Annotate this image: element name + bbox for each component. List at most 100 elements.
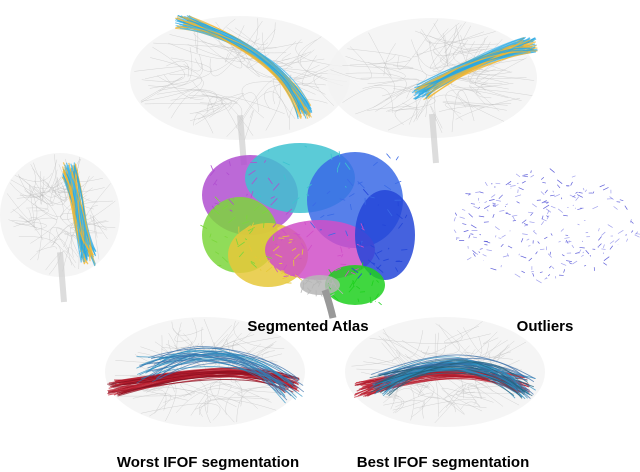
fiber: [443, 325, 491, 343]
fiber: [602, 252, 605, 255]
fiber: [495, 199, 501, 202]
fiber: [318, 280, 322, 287]
fiber: [57, 169, 105, 194]
fiber: [577, 208, 583, 210]
fiber: [329, 282, 336, 285]
fiber: [394, 108, 421, 125]
fiber: [396, 213, 403, 220]
fiber: [521, 180, 526, 184]
fiber: [432, 62, 506, 73]
fiber: [238, 251, 245, 258]
fiber: [360, 223, 364, 229]
fiber: [71, 171, 94, 256]
fiber: [73, 165, 86, 254]
fiber: [419, 28, 432, 45]
fiber: [515, 173, 521, 178]
fiber: [32, 182, 50, 189]
fiber: [603, 244, 605, 248]
fiber: [359, 241, 362, 247]
fiber: [631, 230, 634, 233]
fiber: [470, 203, 475, 205]
fiber: [486, 209, 489, 212]
fiber: [468, 213, 473, 218]
fiber: [531, 271, 534, 273]
fiber: [470, 233, 474, 235]
fiber: [12, 208, 38, 229]
fiber: [328, 280, 331, 285]
fiber: [349, 280, 355, 288]
fiber: [275, 253, 283, 258]
fiber: [369, 196, 375, 199]
fiber: [351, 349, 401, 367]
fiber: [270, 198, 278, 206]
fiber: [215, 251, 220, 255]
brain-silhouette: [0, 153, 120, 303]
caption: Outliers: [517, 318, 574, 335]
fiber: [439, 403, 456, 414]
fiber: [433, 23, 485, 54]
fiber: [246, 193, 248, 196]
fiber: [357, 298, 360, 302]
figure-panels: [0, 14, 640, 427]
fiber: [306, 230, 314, 238]
fiber: [575, 252, 580, 254]
fiber: [634, 234, 640, 238]
fiber: [603, 256, 610, 261]
fiber: [375, 357, 525, 389]
fiber: [575, 191, 578, 194]
fiber: [599, 184, 605, 188]
fiber: [107, 370, 294, 395]
fiber: [249, 228, 254, 235]
fiber: [218, 18, 287, 54]
fiber: [290, 274, 298, 276]
fiber: [9, 182, 54, 198]
fiber: [327, 213, 335, 216]
fiber: [603, 262, 608, 266]
fiber: [505, 203, 509, 206]
fiber: [235, 78, 281, 129]
fiber: [210, 165, 214, 172]
fiber: [73, 166, 83, 258]
fiber: [539, 271, 543, 274]
fiber: [237, 382, 283, 398]
fiber: [581, 254, 584, 257]
fiber: [438, 103, 512, 112]
fiber: [372, 391, 400, 398]
fiber: [341, 253, 344, 258]
fiber: [384, 184, 392, 191]
fiber: [304, 221, 307, 226]
fiber: [617, 229, 624, 234]
fiber: [280, 269, 289, 277]
fiber: [273, 266, 279, 273]
fiber: [361, 228, 365, 231]
fiber: [466, 257, 472, 261]
fiber: [378, 301, 382, 306]
fiber: [228, 161, 231, 167]
fiber: [149, 57, 212, 89]
fiber: [285, 208, 293, 215]
fiber: [429, 35, 486, 51]
fiber: [139, 353, 286, 382]
fiber: [347, 238, 352, 241]
fiber: [140, 76, 183, 103]
fiber: [220, 334, 255, 349]
fiber: [423, 51, 523, 90]
fiber: [199, 399, 277, 415]
fiber: [163, 383, 232, 403]
fiber: [521, 238, 524, 243]
fiber: [579, 247, 585, 249]
fiber: [550, 205, 556, 209]
fiber: [533, 230, 537, 235]
brainstem: [57, 251, 67, 303]
fiber: [300, 286, 304, 293]
segmented-atlas: [200, 143, 415, 319]
fiber: [472, 250, 476, 254]
fiber: [377, 364, 531, 399]
fiber: [338, 151, 341, 157]
fiber: [528, 211, 534, 214]
fiber: [492, 214, 495, 218]
fiber: [166, 60, 189, 78]
fiber: [357, 181, 365, 189]
fiber: [528, 257, 533, 262]
fiber: [250, 222, 255, 229]
